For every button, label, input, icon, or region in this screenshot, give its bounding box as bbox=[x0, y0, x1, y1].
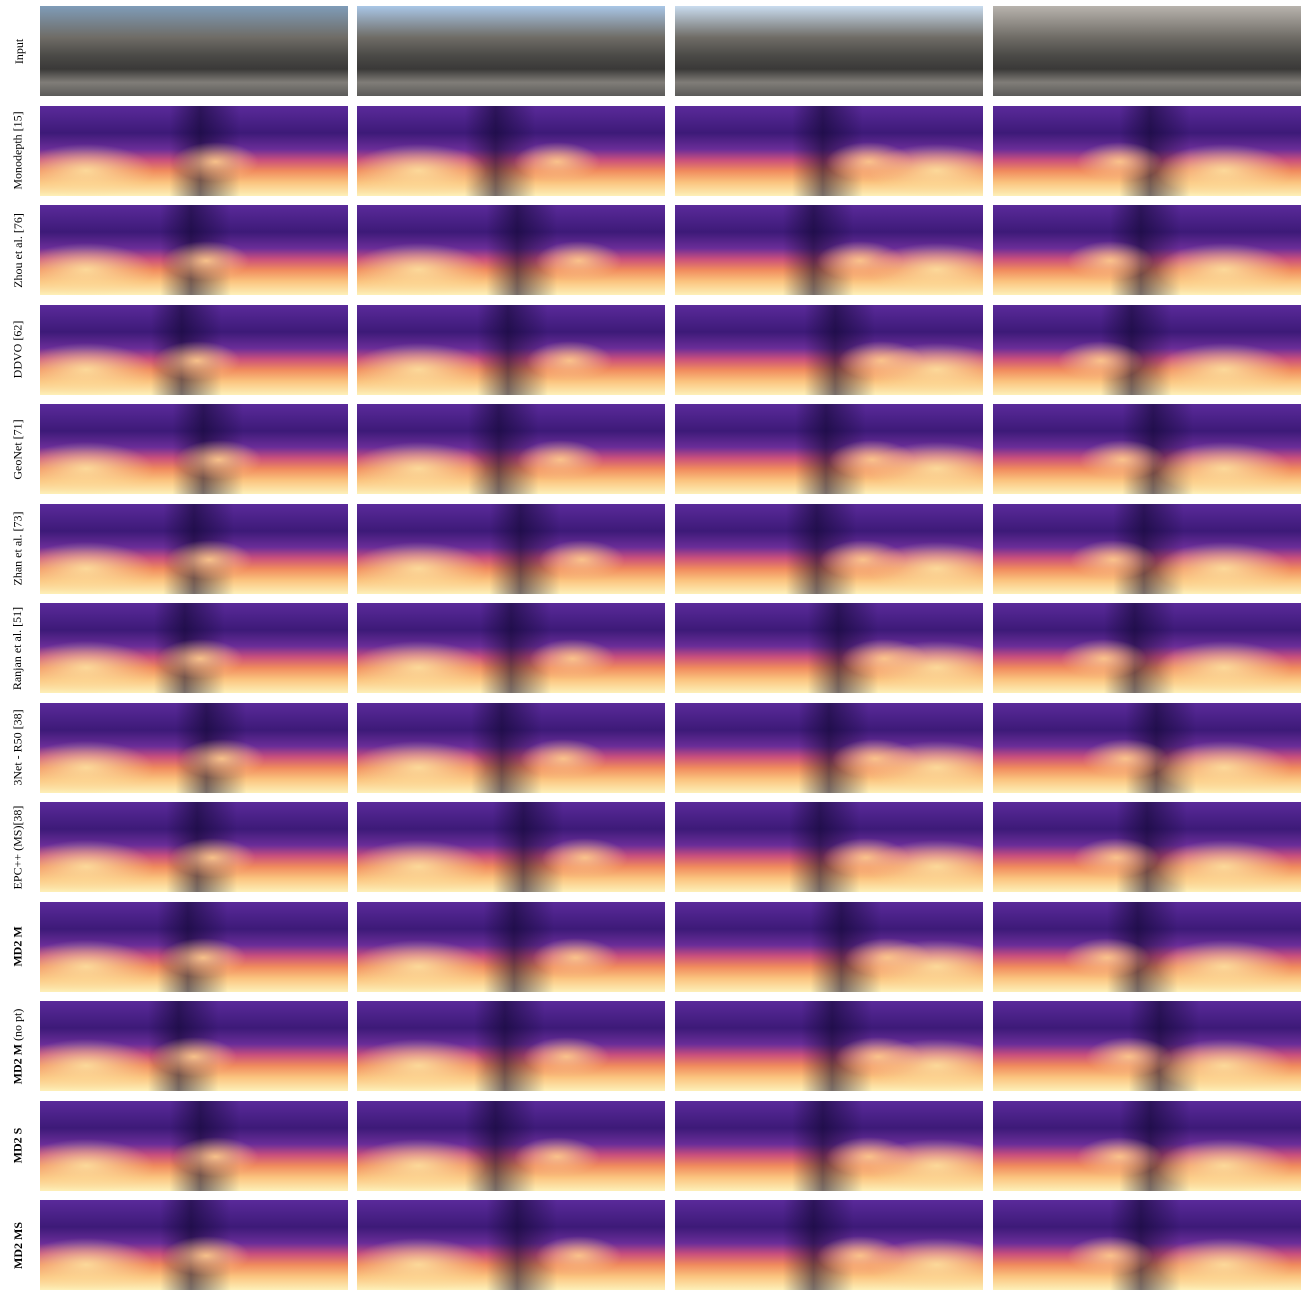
label-suffix: (no pt) bbox=[10, 1008, 25, 1041]
row-label: MD2 M (no pt) bbox=[0, 1001, 36, 1091]
label-main: 3Net - R50 [38] bbox=[10, 709, 25, 786]
depth-map bbox=[357, 702, 665, 793]
depth-map bbox=[993, 603, 1301, 693]
depth-map bbox=[40, 901, 348, 992]
depth-map bbox=[993, 304, 1301, 395]
depth-map bbox=[675, 1100, 983, 1191]
row-label: Ranjan et al. [51] bbox=[0, 603, 36, 693]
row-label: DDVO [62] bbox=[0, 305, 36, 395]
label-text: Input bbox=[8, 38, 29, 63]
depth-map bbox=[357, 802, 665, 892]
depth-map bbox=[993, 1001, 1301, 1091]
label-main: EPC++ (MS)[38] bbox=[10, 805, 25, 889]
depth-map bbox=[675, 205, 983, 295]
depth-map bbox=[357, 503, 665, 594]
depth-map bbox=[357, 404, 665, 494]
label-main: MD2 M bbox=[10, 1043, 25, 1084]
label-main: Monodepth [15] bbox=[10, 111, 25, 190]
input-image bbox=[357, 6, 665, 96]
depth-map bbox=[675, 901, 983, 992]
depth-map bbox=[357, 1100, 665, 1191]
depth-map bbox=[40, 503, 348, 594]
depth-map bbox=[40, 304, 348, 395]
depth-map bbox=[40, 1001, 348, 1091]
input-image bbox=[40, 6, 348, 96]
depth-map bbox=[40, 1100, 348, 1191]
label-text: Ranjan et al. [51] bbox=[11, 606, 26, 689]
label-main: GeoNet [71] bbox=[10, 418, 25, 480]
depth-map bbox=[675, 1200, 983, 1290]
label-main: Ranjan et al. [51] bbox=[10, 606, 25, 690]
row-label: Zhou et al. [76] bbox=[0, 205, 36, 295]
depth-map bbox=[675, 802, 983, 892]
label-text: MD2 MS bbox=[11, 1222, 26, 1269]
label-main: MD2 M bbox=[10, 926, 25, 967]
input-image bbox=[993, 6, 1301, 96]
label-text: Monodepth [15] bbox=[11, 111, 26, 189]
depth-map bbox=[675, 503, 983, 594]
label-main: MD2 S bbox=[10, 1127, 25, 1164]
label-text: MD2 M (no pt) bbox=[11, 1008, 26, 1084]
depth-map bbox=[675, 603, 983, 693]
depth-map bbox=[357, 304, 665, 395]
label-text: 3Net - R50 [38] bbox=[11, 709, 26, 785]
depth-map bbox=[675, 105, 983, 196]
depth-map bbox=[40, 404, 348, 494]
label-text: EPC++ (MS)[38] bbox=[11, 805, 26, 889]
depth-map bbox=[993, 503, 1301, 594]
depth-map bbox=[40, 205, 348, 295]
depth-map bbox=[675, 304, 983, 395]
depth-map bbox=[993, 404, 1301, 494]
row-label: Input bbox=[0, 6, 36, 96]
depth-map bbox=[675, 404, 983, 494]
label-main: Zhan et al. [73] bbox=[10, 511, 25, 586]
depth-map bbox=[357, 1001, 665, 1091]
depth-map bbox=[993, 702, 1301, 793]
depth-map bbox=[40, 603, 348, 693]
label-main: Zhou et al. [76] bbox=[10, 212, 25, 288]
row-label: 3Net - R50 [38] bbox=[0, 703, 36, 793]
input-image bbox=[675, 6, 983, 96]
label-main: Input bbox=[12, 38, 27, 64]
depth-map bbox=[357, 901, 665, 992]
label-main: DDVO [62] bbox=[10, 320, 25, 379]
depth-map bbox=[40, 802, 348, 892]
row-label: Zhan et al. [73] bbox=[0, 504, 36, 594]
depth-map bbox=[675, 1001, 983, 1091]
depth-map bbox=[993, 901, 1301, 992]
row-label: GeoNet [71] bbox=[0, 404, 36, 494]
depth-map bbox=[40, 702, 348, 793]
depth-map bbox=[357, 1200, 665, 1290]
depth-map bbox=[993, 1100, 1301, 1191]
depth-map bbox=[40, 105, 348, 196]
label-main: MD2 MS bbox=[10, 1221, 25, 1269]
label-text: GeoNet [71] bbox=[11, 419, 26, 479]
depth-map bbox=[993, 802, 1301, 892]
row-label: EPC++ (MS)[38] bbox=[0, 802, 36, 892]
label-text: MD2 S bbox=[10, 1128, 25, 1164]
row-label: MD2 M bbox=[0, 902, 36, 992]
label-text: DDVO [62] bbox=[11, 321, 26, 379]
label-text: MD2 M bbox=[11, 926, 26, 966]
row-label: Monodepth [15] bbox=[0, 106, 36, 196]
depth-map bbox=[675, 702, 983, 793]
label-text: Zhou et al. [76] bbox=[11, 213, 26, 288]
row-label: MD2 S bbox=[0, 1101, 36, 1191]
depth-map bbox=[993, 1200, 1301, 1290]
depth-map bbox=[993, 205, 1301, 295]
depth-map bbox=[357, 603, 665, 693]
row-label: MD2 MS bbox=[0, 1200, 36, 1290]
depth-map bbox=[40, 1200, 348, 1290]
depth-map bbox=[357, 205, 665, 295]
depth-map bbox=[993, 105, 1301, 196]
label-text: Zhan et al. [73] bbox=[11, 512, 26, 586]
depth-map bbox=[357, 105, 665, 196]
